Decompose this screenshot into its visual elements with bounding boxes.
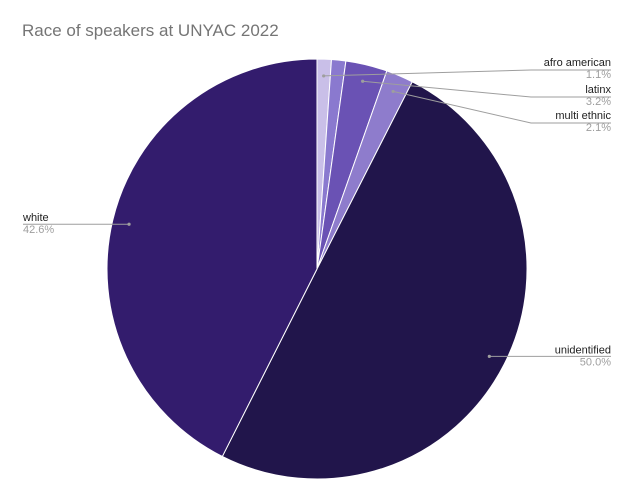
- slice-label-name: white: [22, 212, 49, 224]
- slice-label-value: 2.1%: [586, 122, 611, 134]
- slice-label-name: afro american: [544, 57, 611, 69]
- leader-dot: [322, 74, 326, 78]
- leader-line: [392, 90, 611, 124]
- slice-label-value: 3.2%: [586, 96, 611, 108]
- chart-title: Race of speakers at UNYAC 2022: [22, 21, 279, 40]
- leader-dot: [361, 79, 365, 83]
- slices-layer: [106, 58, 528, 480]
- pie-slice-unidentified: [221, 81, 528, 480]
- leader-dot: [487, 354, 491, 358]
- leader-dot: [391, 89, 395, 94]
- slice-label-name: multi ethnic: [555, 110, 611, 122]
- leader-line: [362, 80, 611, 98]
- leader-line: [323, 69, 611, 77]
- leader-dot: [127, 222, 131, 226]
- slice-label-value: 50.0%: [580, 356, 611, 368]
- slice-label-name: unidentified: [555, 344, 611, 356]
- slice-label-name: latinx: [585, 84, 611, 96]
- pie-slice-white: [106, 58, 318, 458]
- slice-label-value: 1.1%: [586, 69, 611, 81]
- slice-label-value: 42.6%: [23, 224, 54, 236]
